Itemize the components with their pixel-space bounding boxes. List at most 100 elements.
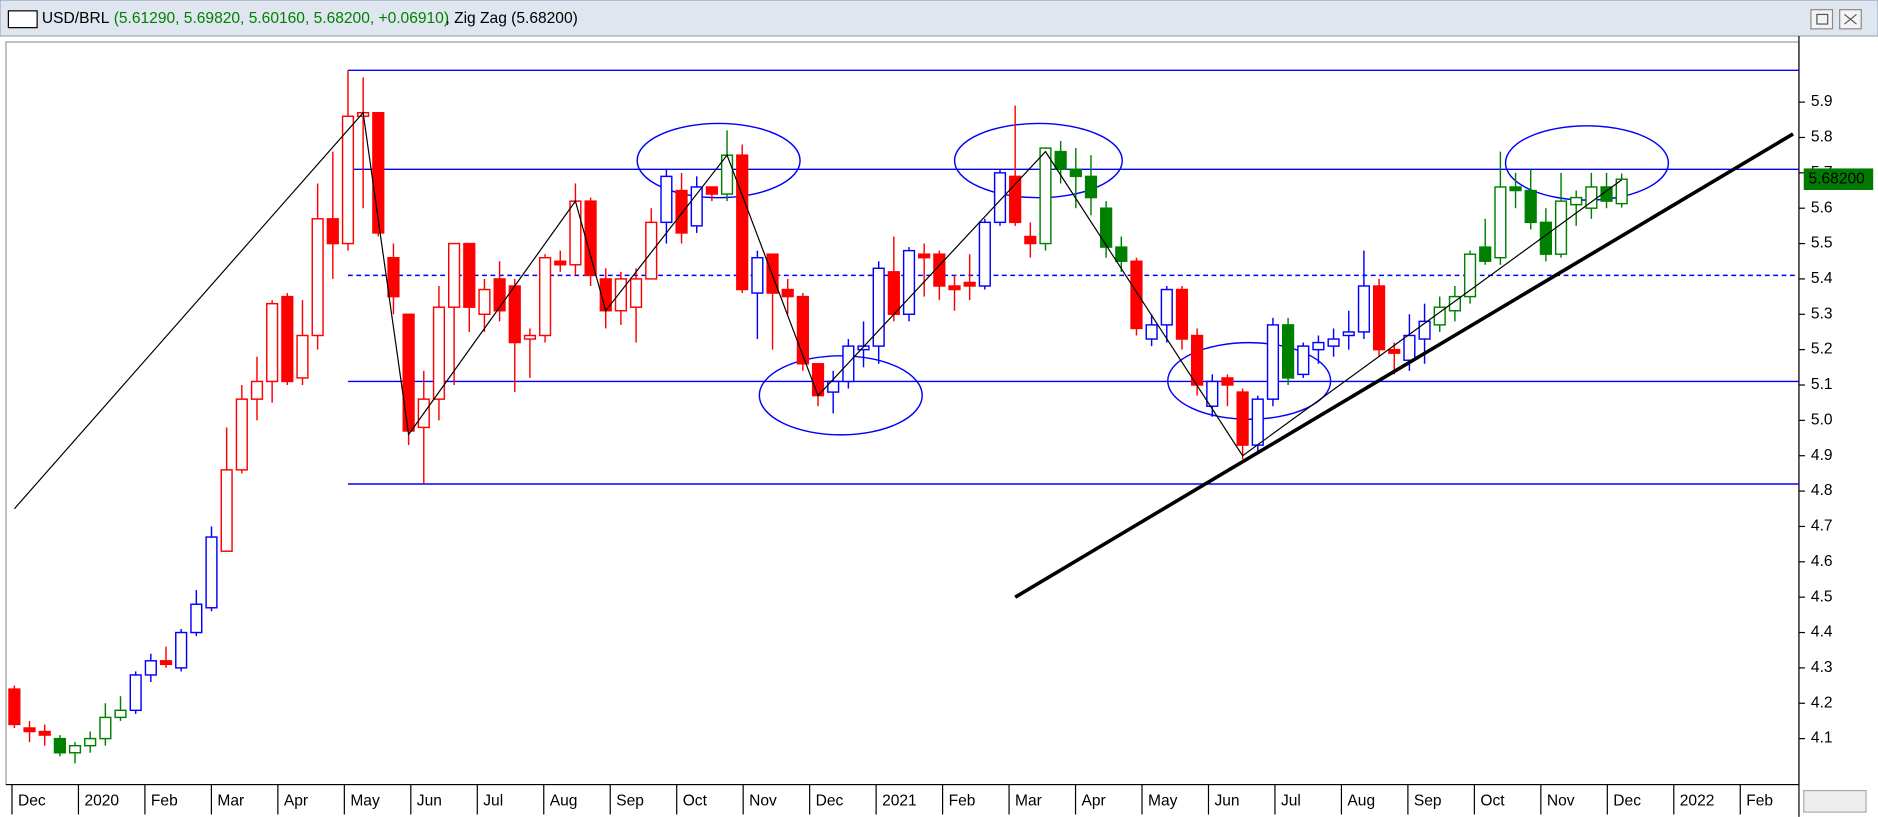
x-tick-label: 2021 xyxy=(882,792,917,809)
indicator-text: , xyxy=(445,10,454,27)
close-icon xyxy=(1844,13,1857,25)
candle-body xyxy=(1024,235,1037,245)
candle-body xyxy=(1463,253,1477,298)
y-tick-label: 4.3 xyxy=(1811,659,1833,676)
x-tick-label: Nov xyxy=(1547,792,1575,809)
candle-body xyxy=(1145,324,1158,340)
candle-body xyxy=(250,380,264,400)
candle-body xyxy=(508,285,521,344)
candle-body xyxy=(341,115,355,245)
candle-body xyxy=(266,302,279,383)
candle-body xyxy=(1600,186,1613,202)
candle-body xyxy=(1115,246,1128,262)
candle-body xyxy=(129,674,142,712)
candle-body xyxy=(1009,175,1022,224)
y-tick-label: 4.2 xyxy=(1811,694,1833,711)
ellipse xyxy=(953,122,1123,199)
candle-body xyxy=(705,186,718,195)
x-tick-label: 2022 xyxy=(1680,792,1715,809)
x-tick-label: Feb xyxy=(151,792,178,809)
candle-body xyxy=(99,716,112,740)
x-tick-label: Feb xyxy=(1746,792,1773,809)
title-bar xyxy=(0,0,1878,37)
candle-body xyxy=(872,267,885,347)
candle-body xyxy=(478,288,491,315)
candle-body xyxy=(1236,391,1249,446)
candle-body xyxy=(1206,380,1219,407)
candle-body xyxy=(23,727,36,733)
candle-body xyxy=(1266,324,1280,400)
candle-body xyxy=(690,186,703,227)
candle-body xyxy=(948,285,961,291)
window-icon xyxy=(7,10,38,29)
candle-body xyxy=(1069,168,1082,178)
candle-body xyxy=(978,221,991,287)
y-tick-label: 5.0 xyxy=(1811,411,1833,428)
y-tick-label: 4.7 xyxy=(1811,518,1833,535)
y-tick-label: 4.4 xyxy=(1811,624,1833,641)
candle-body xyxy=(1084,175,1098,199)
candle-body xyxy=(1327,338,1340,347)
last-price-box xyxy=(1803,168,1874,190)
candle-body xyxy=(569,200,582,266)
candle-body xyxy=(402,313,415,432)
candle-body xyxy=(538,256,552,337)
x-tick-label: Nov xyxy=(749,792,777,809)
candle-body xyxy=(372,112,385,234)
y-tick-label: 5.9 xyxy=(1811,93,1833,110)
candle-body xyxy=(1221,377,1234,386)
candle-body xyxy=(190,603,203,634)
candle-body xyxy=(1494,186,1507,259)
candle-body xyxy=(175,631,188,669)
x-tick-label: Oct xyxy=(683,792,708,809)
candle-body xyxy=(933,253,946,287)
ellipse xyxy=(636,122,801,199)
candle-body xyxy=(736,154,749,291)
candle-body xyxy=(902,249,916,315)
maximize-icon xyxy=(1816,13,1829,25)
candle-body xyxy=(448,242,461,308)
x-tick-label: Feb xyxy=(949,792,976,809)
y-tick-label: 5.3 xyxy=(1811,305,1833,322)
candle-body xyxy=(68,744,82,754)
candle-body xyxy=(1357,285,1371,333)
scroll-box[interactable] xyxy=(1803,789,1867,813)
candle-body xyxy=(326,218,339,245)
candle-body xyxy=(281,295,294,383)
candle-body xyxy=(1388,348,1401,354)
candle-body xyxy=(1251,398,1264,446)
candle-body xyxy=(159,660,173,666)
y-tick-label: 5.8 xyxy=(1811,129,1833,146)
ellipse xyxy=(758,355,923,436)
zigzag-line xyxy=(13,111,1623,510)
candle-body xyxy=(584,200,597,277)
y-tick-label: 5.1 xyxy=(1811,376,1833,393)
y-tick-label: 4.1 xyxy=(1811,730,1833,747)
x-tick-label: Mar xyxy=(217,792,244,809)
candle-body xyxy=(235,398,248,471)
y-tick-label: 5.5 xyxy=(1811,235,1833,252)
candle-body xyxy=(1524,189,1537,224)
x-tick-label: Jul xyxy=(483,792,503,809)
y-tick-label: 4.9 xyxy=(1811,447,1833,464)
x-tick-label: May xyxy=(1148,792,1178,809)
candle-body xyxy=(205,536,218,609)
candle-body xyxy=(1615,178,1628,205)
candle-body xyxy=(1100,207,1113,248)
candle-body xyxy=(781,288,794,298)
candle-body xyxy=(1160,288,1173,326)
x-tick-label: Dec xyxy=(1613,792,1641,809)
maximize-button[interactable] xyxy=(1810,9,1834,30)
candle-body xyxy=(1297,345,1310,376)
x-tick-label: Jun xyxy=(1214,792,1239,809)
x-tick-label: Mar xyxy=(1015,792,1042,809)
candle-body xyxy=(887,271,900,315)
x-tick-label: Sep xyxy=(1414,792,1442,809)
x-tick-label: Oct xyxy=(1480,792,1505,809)
candle-body xyxy=(1554,200,1568,255)
candle-body xyxy=(766,253,779,294)
trend-line xyxy=(1014,132,1794,599)
candle-body xyxy=(796,295,809,365)
